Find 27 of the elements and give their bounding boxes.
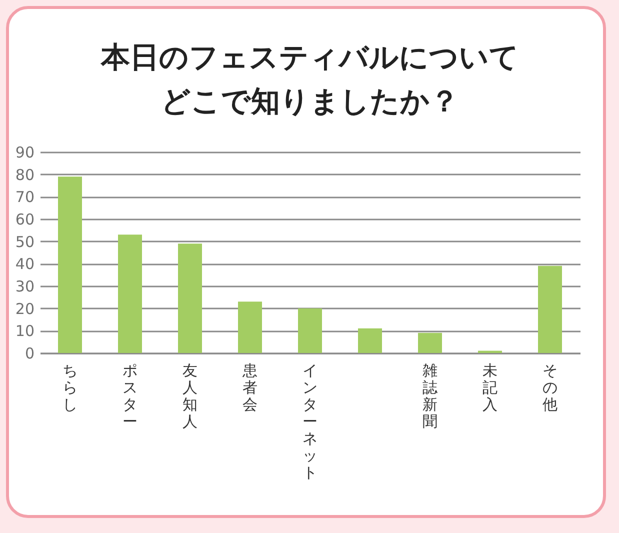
y-tick-label: 50: [15, 232, 34, 251]
y-tick-label: 60: [15, 210, 34, 228]
x-tick-label: 友人知人: [182, 362, 198, 430]
chart-title: 本日のフェスティバルについてどこで知りましたか？: [100, 40, 519, 118]
y-tick-label: 70: [15, 188, 34, 206]
y-tick-label: 10: [15, 322, 34, 340]
y-tick-label: 40: [15, 255, 34, 274]
bar: [538, 266, 562, 353]
bar: [178, 244, 202, 353]
x-tick-label: 患者会: [242, 362, 258, 414]
bar: [58, 176, 82, 353]
y-tick-label: 20: [15, 300, 34, 318]
bar: [358, 328, 382, 353]
bar: [298, 308, 322, 353]
x-tick-label: その他: [542, 362, 558, 414]
bar: [238, 302, 262, 353]
y-tick-label: 30: [15, 278, 34, 296]
y-tick-label: 0: [24, 344, 34, 362]
bar: [118, 234, 142, 353]
y-tick-label: 80: [15, 166, 34, 184]
y-tick-label: 90: [15, 144, 34, 162]
x-tick-label: インターネット: [302, 362, 318, 482]
x-tick-label: 未記入: [482, 362, 498, 414]
x-tick-label: ちらし: [62, 362, 78, 414]
x-tick-label: ポスター: [122, 362, 138, 430]
bar: [418, 332, 442, 353]
x-tick-label: 雑誌新聞: [422, 362, 438, 430]
